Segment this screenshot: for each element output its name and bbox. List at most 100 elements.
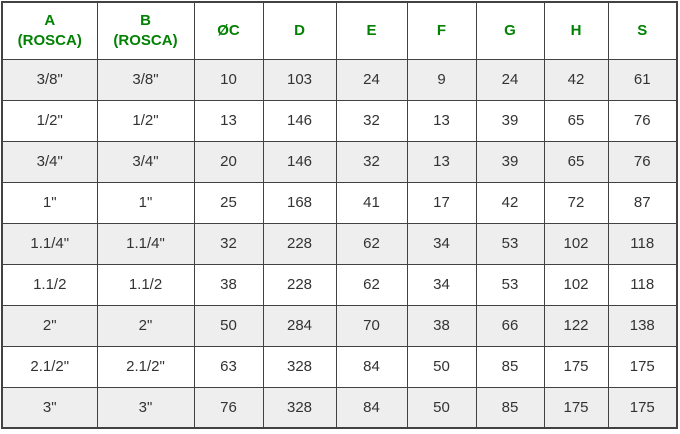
table-cell: 1/2"	[96, 99, 195, 142]
table-cell: 1.1/2	[96, 263, 195, 306]
column-header: A (ROSCA)	[1, 1, 98, 60]
table-cell: 13	[406, 140, 477, 183]
table-cell: 138	[607, 304, 678, 347]
table-cell: 122	[543, 304, 609, 347]
table-cell: 65	[543, 99, 609, 142]
table-cell: 3/4"	[96, 140, 195, 183]
table-cell: 328	[262, 386, 337, 429]
column-header: S	[607, 1, 678, 60]
table-cell: 2.1/2"	[96, 345, 195, 388]
table-cell: 76	[193, 386, 264, 429]
table-cell: 175	[607, 345, 678, 388]
table-cell: 34	[406, 263, 477, 306]
column-header: H	[543, 1, 609, 60]
table-cell: 175	[607, 386, 678, 429]
table-cell: 9	[406, 58, 477, 101]
table-cell: 17	[406, 181, 477, 224]
table-cell: 1"	[96, 181, 195, 224]
table-row: 3/8" 3/8" 10 103 24 9 24 42 61	[1, 58, 678, 101]
table-row: 3" 3" 76 328 84 50 85 175 175	[1, 386, 678, 429]
table-cell: 39	[475, 99, 545, 142]
table-row: 2" 2" 50 284 70 38 66 122 138	[1, 304, 678, 347]
table-cell: 146	[262, 99, 337, 142]
table-cell: 25	[193, 181, 264, 224]
table-cell: 175	[543, 345, 609, 388]
table-cell: 34	[406, 222, 477, 265]
table-cell: 175	[543, 386, 609, 429]
table-cell: 1"	[1, 181, 98, 224]
table-cell: 328	[262, 345, 337, 388]
table-cell: 1.1/2	[1, 263, 98, 306]
table-cell: 24	[475, 58, 545, 101]
table-cell: 62	[335, 263, 408, 306]
table-cell: 72	[543, 181, 609, 224]
table-cell: 76	[607, 140, 678, 183]
table-cell: 85	[475, 345, 545, 388]
table-cell: 42	[543, 58, 609, 101]
table-cell: 102	[543, 263, 609, 306]
table-cell: 103	[262, 58, 337, 101]
table-cell: 32	[335, 99, 408, 142]
column-header: ØC	[193, 1, 264, 60]
column-header: G	[475, 1, 545, 60]
table-row: 1" 1" 25 168 41 17 42 72 87	[1, 181, 678, 224]
table-cell: 1.1/4"	[1, 222, 98, 265]
table-cell: 102	[543, 222, 609, 265]
table-cell: 53	[475, 263, 545, 306]
column-header: B (ROSCA)	[96, 1, 195, 60]
table-cell: 3"	[1, 386, 98, 429]
table-cell: 84	[335, 345, 408, 388]
table-cell: 38	[406, 304, 477, 347]
table-cell: 2"	[1, 304, 98, 347]
table-cell: 3/8"	[96, 58, 195, 101]
table-row: 2.1/2" 2.1/2" 63 328 84 50 85 175 175	[1, 345, 678, 388]
table-cell: 20	[193, 140, 264, 183]
table-row: 1.1/4" 1.1/4" 32 228 62 34 53 102 118	[1, 222, 678, 265]
table-cell: 168	[262, 181, 337, 224]
table-cell: 66	[475, 304, 545, 347]
table-cell: 2.1/2"	[1, 345, 98, 388]
column-header: D	[262, 1, 337, 60]
table-cell: 84	[335, 386, 408, 429]
table-cell: 53	[475, 222, 545, 265]
table-cell: 284	[262, 304, 337, 347]
table-cell: 32	[193, 222, 264, 265]
table-row: 1.1/2 1.1/2 38 228 62 34 53 102 118	[1, 263, 678, 306]
table-cell: 228	[262, 263, 337, 306]
column-header: F	[406, 1, 477, 60]
table-cell: 118	[607, 263, 678, 306]
table-cell: 1/2"	[1, 99, 98, 142]
table-cell: 24	[335, 58, 408, 101]
table-cell: 2"	[96, 304, 195, 347]
table-cell: 118	[607, 222, 678, 265]
table-cell: 13	[193, 99, 264, 142]
table-cell: 1.1/4"	[96, 222, 195, 265]
table-cell: 42	[475, 181, 545, 224]
table-cell: 41	[335, 181, 408, 224]
table-cell: 62	[335, 222, 408, 265]
table-cell: 3/8"	[1, 58, 98, 101]
table-row: 3/4" 3/4" 20 146 32 13 39 65 76	[1, 140, 678, 183]
table-cell: 32	[335, 140, 408, 183]
table-header-row: A (ROSCA) B (ROSCA) ØC D E F G H S	[1, 1, 678, 60]
table-row: 1/2" 1/2" 13 146 32 13 39 65 76	[1, 99, 678, 142]
table-cell: 10	[193, 58, 264, 101]
table-cell: 70	[335, 304, 408, 347]
table-cell: 85	[475, 386, 545, 429]
table-cell: 228	[262, 222, 337, 265]
column-header: E	[335, 1, 408, 60]
table-cell: 39	[475, 140, 545, 183]
table-cell: 38	[193, 263, 264, 306]
table-cell: 61	[607, 58, 678, 101]
table-cell: 146	[262, 140, 337, 183]
table-cell: 3/4"	[1, 140, 98, 183]
table-cell: 63	[193, 345, 264, 388]
table-cell: 50	[406, 386, 477, 429]
table-cell: 3"	[96, 386, 195, 429]
table-cell: 50	[193, 304, 264, 347]
table-cell: 65	[543, 140, 609, 183]
table-cell: 76	[607, 99, 678, 142]
table-cell: 50	[406, 345, 477, 388]
table-cell: 13	[406, 99, 477, 142]
